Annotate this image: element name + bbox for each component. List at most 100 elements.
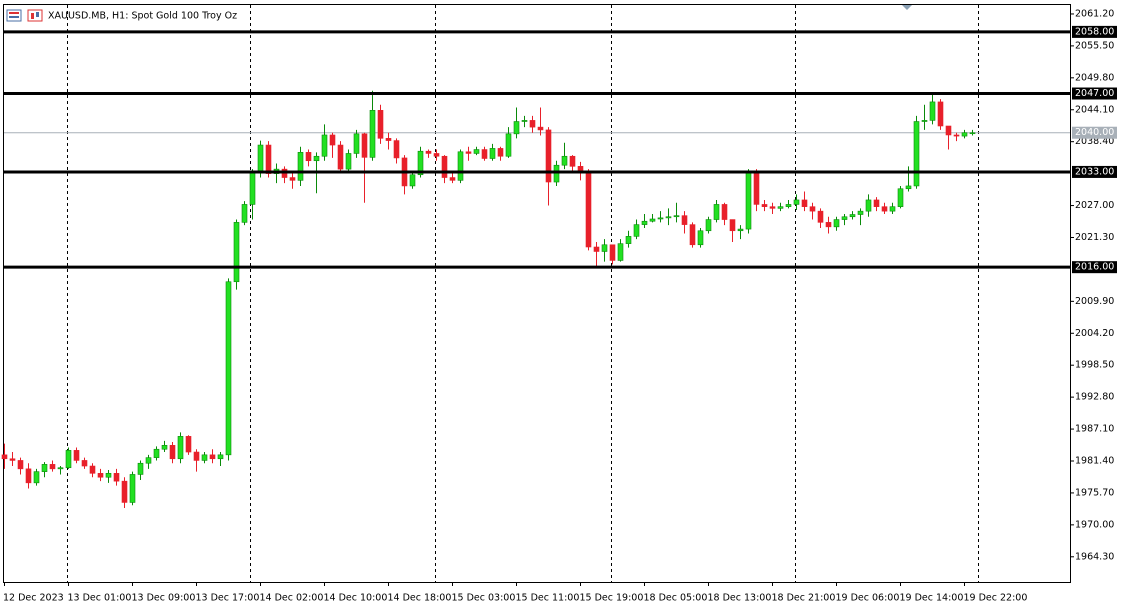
level-label: 2058.00	[1075, 26, 1114, 37]
candle-body	[161, 445, 168, 450]
candle-body	[681, 215, 688, 225]
x-tick-label: 18 Dec 05:00	[644, 593, 708, 604]
candle-body	[753, 170, 760, 205]
candle-body	[841, 216, 848, 220]
candle-body	[897, 188, 904, 207]
y-tick-label: 2049.80	[1075, 72, 1114, 83]
x-tick-label: 15 Dec 19:00	[580, 593, 644, 604]
candle-body	[377, 110, 384, 139]
candle-body	[865, 199, 872, 212]
y-tick-label: 1975.70	[1075, 487, 1114, 498]
candle-body	[321, 134, 328, 157]
candle-body	[833, 219, 840, 228]
y-tick-label: 1998.50	[1075, 360, 1114, 371]
candle-body	[337, 144, 344, 170]
candle-body	[969, 132, 976, 135]
candle-body	[545, 129, 552, 183]
candle-body	[105, 473, 112, 478]
y-tick-label: 1981.40	[1075, 455, 1114, 466]
candle-body	[49, 464, 56, 470]
x-tick-label: 13 Dec 09:00	[132, 593, 196, 604]
candle-body	[393, 140, 400, 159]
candle-body	[785, 204, 792, 207]
candle-body	[857, 210, 864, 215]
candle-body	[473, 149, 480, 154]
candle-body	[209, 454, 216, 460]
candle-body	[761, 204, 768, 207]
candle-body	[417, 150, 424, 176]
candle-body	[457, 151, 464, 181]
candle-body	[89, 465, 96, 474]
candle-body	[705, 219, 712, 232]
icon	[36, 12, 39, 17]
level-label: 2033.00	[1075, 166, 1114, 177]
candle-body	[721, 204, 728, 220]
x-tick-label: 18 Dec 21:00	[772, 593, 836, 604]
level-label: 2047.00	[1075, 88, 1114, 99]
candle-body	[201, 454, 208, 461]
x-tick-label: 19 Dec 06:00	[836, 593, 900, 604]
candle-body	[881, 206, 888, 212]
candle-body	[889, 206, 896, 212]
candle-body	[777, 206, 784, 209]
candle-body	[617, 243, 624, 261]
x-tick-label: 14 Dec 18:00	[388, 593, 452, 604]
candle-body	[265, 144, 272, 174]
candle-body	[241, 204, 248, 223]
candle-body	[425, 150, 432, 154]
candle-body	[737, 228, 744, 232]
candle-body	[465, 151, 472, 154]
y-tick-label: 2061.20	[1075, 8, 1114, 19]
y-tick-label: 2055.50	[1075, 40, 1114, 51]
level-label-box	[1072, 87, 1117, 100]
x-tick-label: 15 Dec 11:00	[516, 593, 580, 604]
candle-body	[57, 467, 64, 470]
y-tick-label: 2038.40	[1075, 136, 1114, 147]
candle-body	[177, 436, 184, 460]
candle-body	[153, 448, 160, 458]
candle-body	[561, 155, 568, 166]
candle-body	[185, 436, 192, 453]
candle-body	[937, 101, 944, 127]
candle-body	[385, 138, 392, 141]
x-tick-label: 19 Dec 22:00	[964, 593, 1028, 604]
candle-body	[433, 153, 440, 157]
candle-body	[305, 152, 312, 162]
candle-body	[73, 450, 80, 461]
y-tick-label: 2004.20	[1075, 328, 1114, 339]
x-tick-label: 12 Dec 2023	[3, 593, 64, 604]
x-tick-label: 14 Dec 02:00	[260, 593, 324, 604]
level-label-box	[1072, 165, 1117, 178]
candle-body	[297, 152, 304, 181]
candle-body	[449, 177, 456, 181]
candle-body	[497, 148, 504, 157]
y-tick-label: 2009.90	[1075, 296, 1114, 307]
candle-body	[873, 199, 880, 207]
y-tick-label: 2021.30	[1075, 232, 1114, 243]
candle-body	[217, 454, 224, 460]
icon	[9, 16, 19, 18]
candle-body	[169, 445, 176, 460]
candle-body	[625, 236, 632, 244]
candle-body	[673, 215, 680, 218]
title-icons	[6, 9, 43, 22]
candle-body	[257, 144, 264, 173]
candle-body	[713, 204, 720, 220]
candle-body	[97, 473, 104, 478]
candle-body	[1, 454, 8, 460]
x-tick-label: 15 Dec 03:00	[452, 593, 516, 604]
candle-body	[793, 199, 800, 205]
y-tick-label: 1987.10	[1075, 424, 1114, 435]
candle-body	[233, 222, 240, 283]
candle-body	[145, 457, 152, 464]
shift-marker	[902, 5, 912, 10]
candle-body	[945, 125, 952, 136]
candle-body	[345, 153, 352, 170]
candle-body	[225, 281, 232, 456]
candle-body	[641, 220, 648, 225]
candle-body	[825, 222, 832, 228]
candle-body	[745, 170, 752, 230]
candle-body	[25, 468, 32, 484]
